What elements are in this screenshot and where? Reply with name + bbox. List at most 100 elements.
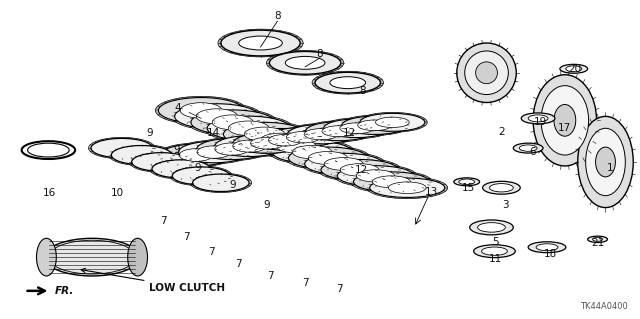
Ellipse shape — [470, 220, 513, 235]
Text: 17: 17 — [558, 123, 572, 133]
Text: 8: 8 — [274, 11, 281, 21]
Ellipse shape — [370, 178, 445, 197]
Ellipse shape — [44, 238, 140, 276]
Text: 9: 9 — [230, 180, 236, 190]
Ellipse shape — [376, 117, 409, 128]
Ellipse shape — [272, 141, 352, 163]
Ellipse shape — [289, 147, 367, 169]
Ellipse shape — [111, 145, 172, 165]
Ellipse shape — [176, 140, 252, 164]
Ellipse shape — [340, 123, 374, 134]
Ellipse shape — [215, 143, 248, 155]
Ellipse shape — [560, 64, 588, 73]
Ellipse shape — [334, 165, 417, 187]
Ellipse shape — [474, 245, 515, 258]
Ellipse shape — [528, 115, 548, 122]
Ellipse shape — [321, 118, 392, 138]
Ellipse shape — [212, 115, 253, 130]
Text: TK44A0400: TK44A0400 — [580, 302, 627, 311]
Text: 13: 13 — [424, 187, 438, 197]
Text: 21: 21 — [591, 238, 604, 248]
Text: 12: 12 — [355, 165, 368, 175]
Ellipse shape — [188, 109, 278, 136]
Text: 1: 1 — [607, 163, 614, 173]
Text: 11: 11 — [489, 254, 502, 264]
Ellipse shape — [566, 66, 582, 72]
Ellipse shape — [269, 127, 337, 147]
Ellipse shape — [586, 128, 625, 196]
Text: 18: 18 — [543, 249, 557, 259]
Ellipse shape — [152, 160, 211, 178]
Ellipse shape — [593, 237, 602, 241]
Ellipse shape — [324, 119, 390, 137]
Ellipse shape — [533, 75, 596, 166]
Text: 9: 9 — [263, 200, 270, 210]
Ellipse shape — [388, 182, 426, 194]
Ellipse shape — [454, 178, 479, 186]
Ellipse shape — [179, 141, 250, 163]
Text: 4: 4 — [175, 103, 182, 114]
Ellipse shape — [230, 132, 305, 154]
Text: 20: 20 — [568, 64, 581, 74]
Ellipse shape — [269, 51, 341, 74]
Ellipse shape — [267, 126, 340, 148]
Ellipse shape — [248, 129, 322, 151]
Ellipse shape — [356, 170, 395, 182]
Ellipse shape — [221, 30, 300, 56]
Ellipse shape — [308, 152, 348, 165]
Ellipse shape — [191, 110, 275, 135]
Ellipse shape — [303, 121, 374, 142]
Ellipse shape — [161, 144, 232, 166]
Text: 7: 7 — [183, 232, 189, 242]
Ellipse shape — [513, 143, 543, 153]
Ellipse shape — [596, 147, 616, 177]
Text: LOW CLUTCH: LOW CLUTCH — [81, 268, 226, 293]
Ellipse shape — [528, 242, 566, 253]
Ellipse shape — [312, 71, 383, 94]
Ellipse shape — [159, 98, 244, 123]
Ellipse shape — [251, 130, 319, 150]
Ellipse shape — [340, 164, 379, 176]
Text: 7: 7 — [160, 217, 166, 226]
Ellipse shape — [220, 121, 308, 147]
Ellipse shape — [172, 102, 262, 130]
Ellipse shape — [477, 223, 506, 232]
Text: 9: 9 — [195, 163, 202, 173]
Ellipse shape — [578, 116, 633, 208]
Ellipse shape — [457, 43, 516, 102]
Ellipse shape — [193, 174, 249, 191]
Ellipse shape — [318, 158, 401, 182]
Text: 16: 16 — [43, 188, 56, 198]
Ellipse shape — [237, 127, 324, 153]
Ellipse shape — [554, 105, 576, 136]
Ellipse shape — [251, 137, 284, 149]
Ellipse shape — [315, 72, 380, 93]
Ellipse shape — [353, 172, 429, 192]
Text: 7: 7 — [267, 271, 274, 281]
Ellipse shape — [266, 50, 344, 75]
Ellipse shape — [132, 153, 191, 171]
Text: 5: 5 — [492, 237, 499, 247]
Ellipse shape — [465, 51, 508, 94]
Text: 7: 7 — [337, 284, 343, 294]
Ellipse shape — [286, 131, 320, 143]
Ellipse shape — [476, 62, 497, 84]
Text: 7: 7 — [207, 247, 214, 257]
Ellipse shape — [253, 134, 339, 159]
Ellipse shape — [483, 181, 520, 194]
Ellipse shape — [268, 134, 302, 146]
Ellipse shape — [223, 122, 305, 146]
Ellipse shape — [276, 139, 316, 153]
Ellipse shape — [321, 160, 398, 180]
Ellipse shape — [521, 113, 555, 124]
Ellipse shape — [351, 171, 432, 193]
Ellipse shape — [269, 140, 355, 164]
Text: 2: 2 — [498, 127, 505, 137]
Ellipse shape — [342, 116, 407, 134]
Ellipse shape — [88, 137, 155, 159]
Ellipse shape — [175, 104, 259, 129]
Text: 15: 15 — [462, 183, 476, 193]
Ellipse shape — [204, 115, 293, 142]
Ellipse shape — [207, 116, 290, 140]
Ellipse shape — [305, 153, 383, 174]
